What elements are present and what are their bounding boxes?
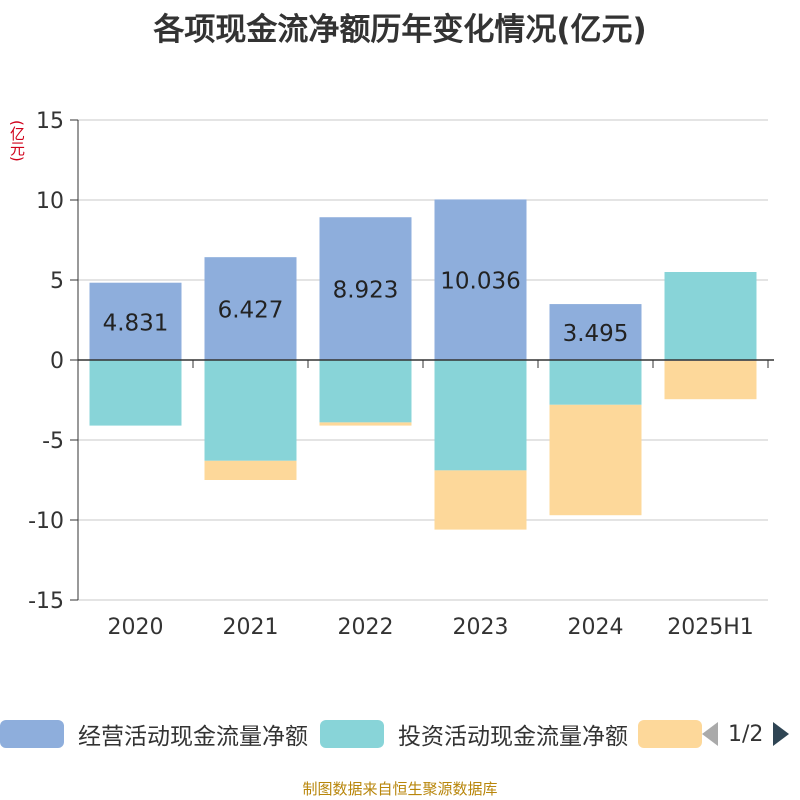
bar-1-2022 bbox=[319, 217, 412, 360]
x-tick-label: 2023 bbox=[453, 615, 509, 640]
legend-label-operating: 经营活动现金流量净额 bbox=[78, 724, 308, 750]
y-tick-label: 15 bbox=[36, 109, 64, 134]
y-tick-label: -5 bbox=[42, 429, 64, 454]
bar-2-2025H1 bbox=[664, 272, 757, 360]
bar-3-2024 bbox=[549, 404, 642, 516]
next-page-icon[interactable] bbox=[771, 720, 791, 748]
legend-item-operating[interactable]: 经营活动现金流量净额 bbox=[0, 716, 308, 752]
data-label: 3.495 bbox=[563, 321, 629, 347]
x-tick-label: 2025H1 bbox=[667, 615, 754, 640]
y-tick-label: -10 bbox=[28, 509, 64, 534]
data-source-footer: 制图数据来自恒生聚源数据库 bbox=[302, 780, 498, 798]
legend-swatch-investing bbox=[320, 720, 384, 748]
data-label: 8.923 bbox=[333, 278, 399, 304]
chart-title: 各项现金流净额历年变化情况(亿元) bbox=[153, 12, 647, 48]
y-tick-label: 10 bbox=[36, 189, 64, 214]
bar-chart: 15 10 5 0 -5 -10 -15 4.831 6.427 8.923 10.036 3.495… bbox=[28, 109, 774, 640]
legend-pager: 1/2 bbox=[700, 716, 791, 752]
bar-2-2021 bbox=[204, 360, 297, 461]
y-tick-label: 0 bbox=[50, 349, 64, 374]
legend-item-financing[interactable] bbox=[638, 716, 716, 752]
bar-3-2021 bbox=[204, 460, 297, 480]
legend-label-investing: 投资活动现金流量净额 bbox=[398, 724, 628, 750]
data-label: 6.427 bbox=[218, 298, 284, 324]
y-tick-label: 5 bbox=[50, 269, 64, 294]
bar-3-2022 bbox=[319, 422, 412, 426]
bar-2-2023 bbox=[434, 360, 527, 471]
data-label: 10.036 bbox=[440, 269, 520, 295]
legend: 经营活动现金流量净额 投资活动现金流量净额 bbox=[0, 716, 800, 756]
pager-text: 1/2 bbox=[728, 721, 764, 747]
bar-1-2020 bbox=[89, 282, 182, 360]
bar-1-2023 bbox=[434, 199, 527, 360]
bar-3-2023 bbox=[434, 470, 527, 530]
legend-swatch-operating bbox=[0, 720, 64, 748]
x-tick-label: 2021 bbox=[223, 615, 279, 640]
y-tick-label: -15 bbox=[28, 589, 64, 614]
bar-1-2021 bbox=[204, 257, 297, 360]
data-label: 4.831 bbox=[103, 310, 169, 336]
bar-2-2020 bbox=[89, 360, 182, 426]
prev-page-icon[interactable] bbox=[700, 720, 720, 748]
bar-2-2024 bbox=[549, 360, 642, 405]
x-tick-label: 2020 bbox=[108, 615, 164, 640]
x-tick-label: 2024 bbox=[568, 615, 624, 640]
y-axis-unit-label: (亿元) bbox=[8, 120, 26, 162]
bar-2-2022 bbox=[319, 360, 412, 423]
bar-1-2024 bbox=[549, 304, 642, 360]
x-tick-label: 2022 bbox=[338, 615, 394, 640]
legend-swatch-financing bbox=[638, 720, 702, 748]
bar-3-2025H1 bbox=[664, 360, 757, 400]
legend-item-investing[interactable]: 投资活动现金流量净额 bbox=[320, 716, 628, 752]
